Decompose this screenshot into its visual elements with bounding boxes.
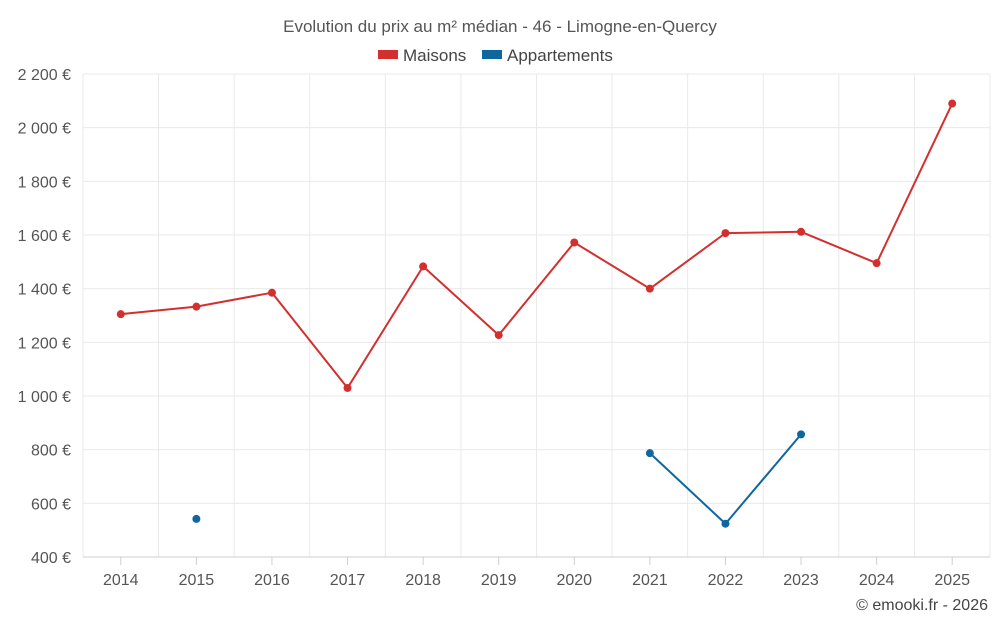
series-maisons bbox=[116, 99, 957, 392]
series bbox=[116, 99, 957, 528]
data-point-maisons-2017[interactable] bbox=[343, 383, 352, 392]
legend-item-appartements[interactable]: Appartements bbox=[482, 46, 613, 65]
data-point-maisons-2022[interactable] bbox=[721, 229, 730, 238]
y-tick-label: 1 600 € bbox=[18, 228, 71, 245]
x-tick-label: 2016 bbox=[254, 572, 290, 589]
data-point-maisons-2018[interactable] bbox=[419, 262, 428, 271]
data-point-maisons-2024[interactable] bbox=[872, 259, 881, 268]
y-tick-label: 1 200 € bbox=[18, 335, 71, 352]
x-tick-label: 2019 bbox=[481, 572, 517, 589]
x-tick-label: 2017 bbox=[330, 572, 366, 589]
y-tick-label: 400 € bbox=[31, 550, 71, 567]
data-point-appartements-2021[interactable] bbox=[645, 449, 654, 458]
data-point-appartements-2023[interactable] bbox=[797, 430, 806, 439]
series-line-appartements bbox=[649, 433, 802, 525]
y-tick-label: 600 € bbox=[31, 496, 71, 513]
legend-label-maisons: Maisons bbox=[403, 46, 466, 65]
x-tick-label: 2015 bbox=[179, 572, 215, 589]
y-tick-label: 800 € bbox=[31, 443, 71, 460]
series-appartements bbox=[192, 430, 806, 528]
grid bbox=[82, 73, 991, 557]
data-point-maisons-2014[interactable] bbox=[116, 310, 125, 319]
y-tick-label: 1 000 € bbox=[18, 389, 71, 406]
x-tick-label: 2023 bbox=[783, 572, 819, 589]
legend-label-appartements: Appartements bbox=[507, 46, 613, 65]
data-point-maisons-2021[interactable] bbox=[645, 284, 654, 293]
y-tick-label: 1 800 € bbox=[18, 174, 71, 191]
legend-swatch-appartements bbox=[482, 50, 502, 59]
x-tick-label: 2020 bbox=[556, 572, 592, 589]
series-line-maisons bbox=[120, 103, 954, 389]
data-point-maisons-2015[interactable] bbox=[192, 302, 201, 311]
axes: 400 € 600 € 800 € 1 000 € 1 200 € 1 400 € 1 60… bbox=[18, 67, 990, 589]
x-tick-label: 2022 bbox=[708, 572, 744, 589]
y-tick-label: 2 000 € bbox=[18, 121, 71, 138]
x-tick-label: 2021 bbox=[632, 572, 668, 589]
data-point-appartements-2015[interactable] bbox=[192, 514, 201, 523]
data-point-maisons-2019[interactable] bbox=[494, 331, 503, 340]
data-point-maisons-2025[interactable] bbox=[948, 99, 957, 108]
legend-item-maisons[interactable]: Maisons bbox=[378, 46, 466, 65]
x-tick-label: 2018 bbox=[405, 572, 441, 589]
y-tick-label: 1 400 € bbox=[18, 282, 71, 299]
data-point-maisons-2023[interactable] bbox=[797, 227, 806, 236]
legend: Maisons Appartements bbox=[378, 46, 613, 65]
x-tick-label: 2025 bbox=[934, 572, 970, 589]
credit-text: © emooki.fr - 2026 bbox=[856, 597, 988, 614]
x-tick-label: 2014 bbox=[103, 572, 139, 589]
y-tick-label: 2 200 € bbox=[18, 67, 71, 84]
legend-swatch-maisons bbox=[378, 50, 398, 59]
chart-title: Evolution du prix au m² médian - 46 - Li… bbox=[283, 17, 717, 36]
data-point-maisons-2016[interactable] bbox=[267, 288, 276, 297]
data-point-maisons-2020[interactable] bbox=[570, 238, 579, 247]
data-point-appartements-2022[interactable] bbox=[721, 519, 730, 528]
x-tick-label: 2024 bbox=[859, 572, 895, 589]
